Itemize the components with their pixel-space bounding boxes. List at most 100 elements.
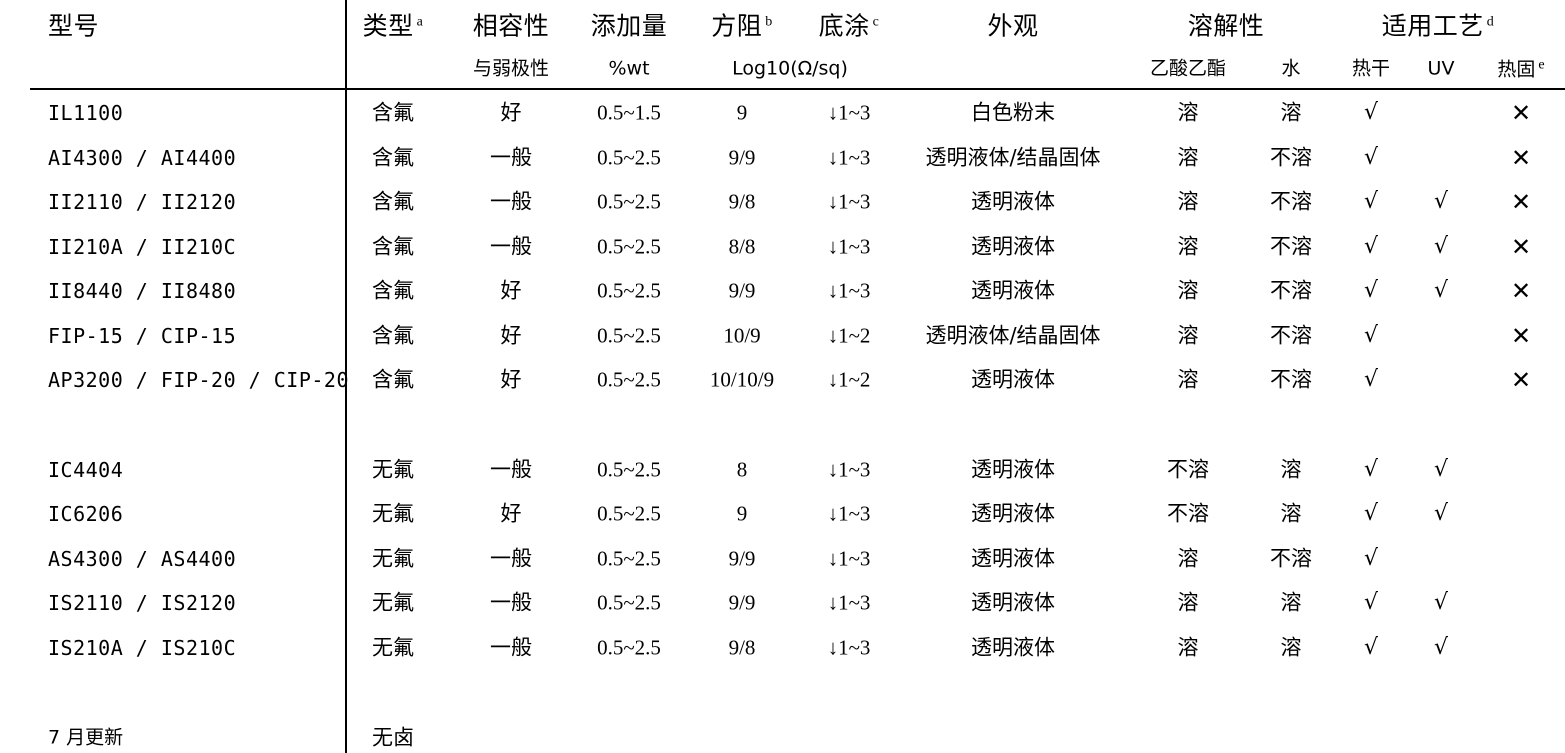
column-header-model: 型号 <box>48 14 99 39</box>
cell-sheet_res: 9/9 <box>728 546 756 571</box>
column-header-primer: 底涂 c <box>819 14 880 39</box>
cell-proc_heat: √ <box>1363 278 1379 303</box>
cell-proc_cure: ✕ <box>1510 144 1532 172</box>
cell-proc_cure: ✕ <box>1510 99 1532 127</box>
cell-type: 含氟 <box>372 323 414 348</box>
cell-type: 含氟 <box>372 278 414 303</box>
cell-sol_ea: 溶 <box>1177 546 1199 571</box>
cell-compat: 一般 <box>490 189 532 214</box>
cell-appearance: 透明液体/结晶固体 <box>925 323 1101 348</box>
column-subheader-label: 与弱极性 <box>472 57 550 80</box>
cell-sol_water: 不溶 <box>1270 189 1312 214</box>
cell-sol_ea: 不溶 <box>1167 457 1209 482</box>
cell-compat: 一般 <box>490 546 532 571</box>
cell-model: IC6206 <box>48 502 124 526</box>
cell-appearance: 透明液体/结晶固体 <box>925 145 1101 170</box>
cell-compat: 一般 <box>490 234 532 259</box>
cell-sol_water: 不溶 <box>1270 234 1312 259</box>
cell-type: 含氟 <box>372 145 414 170</box>
cell-primer: ↓1~3 <box>827 145 871 170</box>
cell-sheet_res: 9/9 <box>728 590 756 615</box>
cell-proc_cure: ✕ <box>1510 366 1532 394</box>
cell-model: IS210A / IS210C <box>48 636 237 660</box>
cell-proc_uv: √ <box>1433 234 1449 259</box>
column-subheader-label: UV <box>1427 57 1455 80</box>
cell-compat: 一般 <box>490 590 532 615</box>
cell-dosage: 0.5~2.5 <box>597 501 661 526</box>
cell-sol_water: 溶 <box>1280 100 1302 125</box>
cell-sol_ea: 溶 <box>1177 145 1199 170</box>
cell-proc_heat: √ <box>1363 457 1379 482</box>
cell-type: 无氟 <box>372 590 414 615</box>
cell-proc_heat: √ <box>1363 367 1379 392</box>
cell-dosage: 0.5~2.5 <box>597 590 661 615</box>
cell-model: II2110 / II2120 <box>48 190 237 214</box>
cell-appearance: 透明液体 <box>971 234 1055 259</box>
cell-sol_water: 不溶 <box>1270 278 1312 303</box>
cell-type: 含氟 <box>372 367 414 392</box>
column-subheader-label: 乙酸乙酯 <box>1149 57 1227 80</box>
column-group-header-footnote-marker: d <box>1486 14 1495 30</box>
column-header-footnote-marker: b <box>765 14 773 30</box>
cell-proc_cure: ✕ <box>1510 188 1532 216</box>
cell-model: AS4300 / AS4400 <box>48 547 237 571</box>
cell-dosage: 0.5~2.5 <box>597 234 661 259</box>
cell-sheet_res: 9/9 <box>728 278 756 303</box>
cell-type: 含氟 <box>372 100 414 125</box>
cell-sol_water: 溶 <box>1280 635 1302 660</box>
cell-appearance: 透明液体 <box>971 635 1055 660</box>
cell-proc_uv: √ <box>1433 590 1449 615</box>
cell-model: II8440 / II8480 <box>48 279 237 303</box>
cell-proc_cure: ✕ <box>1510 322 1532 350</box>
cell-proc_uv: √ <box>1433 457 1449 482</box>
column-subheader-sheet_res: Log10(Ω/sq) <box>732 57 848 80</box>
cell-dosage: 0.5~2.5 <box>597 546 661 571</box>
cell-model: IL1100 <box>48 101 124 125</box>
cell-proc_heat: √ <box>1363 635 1379 660</box>
cell-sol_water: 溶 <box>1280 457 1302 482</box>
column-subheader-compat: 与弱极性 <box>472 57 550 80</box>
cell-sol_ea: 溶 <box>1177 635 1199 660</box>
cell-sol_water: 溶 <box>1280 590 1302 615</box>
cell-proc_heat: √ <box>1363 590 1379 615</box>
cell-sol_water: 不溶 <box>1270 323 1312 348</box>
column-header-type: 类型 a <box>363 14 424 39</box>
cell-compat: 好 <box>500 278 522 303</box>
cell-compat: 一般 <box>490 635 532 660</box>
cell-compat: 好 <box>500 323 522 348</box>
cell-sol_water: 不溶 <box>1270 546 1312 571</box>
column-group-header-label: 适用工艺 <box>1381 11 1484 41</box>
cell-type: 无氟 <box>372 635 414 660</box>
cell-compat: 一般 <box>490 145 532 170</box>
cell-appearance: 透明液体 <box>971 457 1055 482</box>
column-subheader-label: Log10(Ω/sq) <box>732 57 848 80</box>
column-header-label: 添加量 <box>590 11 668 41</box>
column-header-sheet_res: 方阻 b <box>711 14 773 39</box>
cell-proc_uv: √ <box>1433 501 1449 526</box>
cell-dosage: 0.5~1.5 <box>597 100 661 125</box>
column-header-label: 方阻 <box>711 11 763 41</box>
cell-sol_ea: 溶 <box>1177 278 1199 303</box>
cell-appearance: 透明液体 <box>971 590 1055 615</box>
column-header-label: 类型 <box>362 11 414 41</box>
cell-type: 无氟 <box>372 457 414 482</box>
cell-model: FIP-15 / CIP-15 <box>48 324 237 348</box>
cell-compat: 好 <box>500 100 522 125</box>
cell-primer: ↓1~3 <box>827 278 871 303</box>
cell-primer: ↓1~3 <box>827 457 871 482</box>
cell-primer: ↓1~3 <box>827 546 871 571</box>
header-bottom-rule <box>30 88 1565 90</box>
cell-model: AI4300 / AI4400 <box>48 146 237 170</box>
cell-primer: ↓1~2 <box>827 323 871 348</box>
cell-sol_water: 溶 <box>1280 501 1302 526</box>
column-header-compat: 相容性 <box>473 14 550 39</box>
cell-model: AP3200 / FIP-20 / CIP-20 <box>48 368 349 392</box>
column-subheader-sol_water: 水 <box>1281 59 1300 79</box>
cell-sheet_res: 8/8 <box>728 234 756 259</box>
column-header-label: 相容性 <box>472 11 550 41</box>
cell-compat: 好 <box>500 501 522 526</box>
cell-type: 含氟 <box>372 189 414 214</box>
cell-sheet_res: 10/10/9 <box>709 367 775 392</box>
cell-appearance: 透明液体 <box>971 367 1055 392</box>
cell-sol_ea: 溶 <box>1177 367 1199 392</box>
